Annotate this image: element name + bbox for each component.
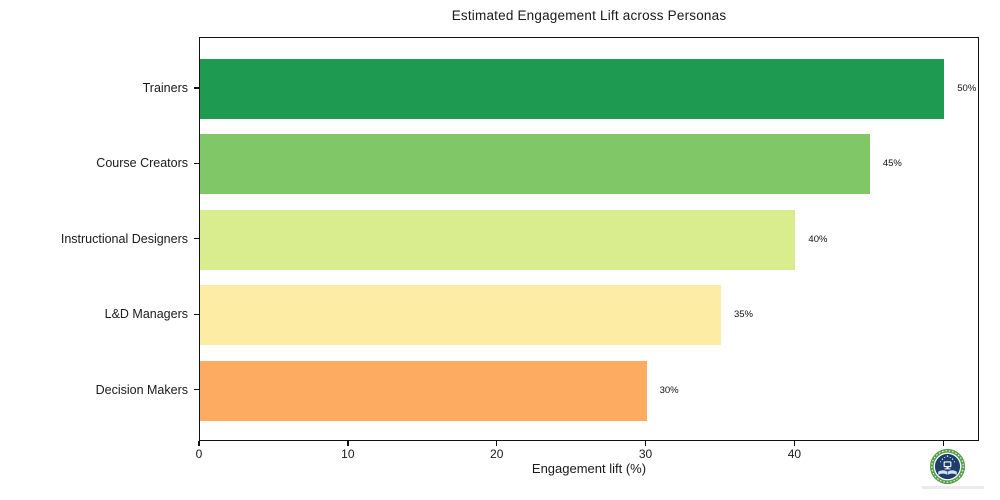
- x-axis-label: Engagement lift (%): [531, 461, 647, 476]
- category-label: Decision Makers: [95, 382, 188, 397]
- x-tick: [198, 441, 200, 446]
- x-tick: [644, 441, 647, 446]
- x-tick-label: 30: [638, 447, 653, 461]
- x-tick-label: 20: [490, 447, 504, 461]
- category-label: Trainers: [142, 81, 188, 95]
- bar-value-label: 45%: [882, 158, 902, 170]
- logo-caption-line: [922, 486, 984, 489]
- bar-value-label: 50%: [957, 83, 977, 94]
- bar: [200, 59, 945, 119]
- chart-title: Estimated Engagement Lift across Persona…: [451, 8, 727, 23]
- x-tick: [496, 441, 498, 446]
- category-label: Instructional Designers: [60, 231, 188, 246]
- bar-value-label: 40%: [808, 233, 828, 245]
- y-tick: [193, 238, 199, 240]
- education-academy-badge-icon: [929, 448, 966, 485]
- x-tick: [347, 441, 349, 446]
- bar-value-label: 35%: [733, 309, 753, 321]
- y-tick: [193, 87, 199, 89]
- x-tick-label: 10: [341, 447, 355, 461]
- bar: [200, 360, 647, 421]
- category-label: L&D Managers: [104, 307, 188, 322]
- x-tick: [793, 441, 796, 446]
- bar-value-label: 30%: [659, 384, 679, 396]
- y-tick: [193, 162, 199, 165]
- category-label: Course Creators: [96, 156, 188, 171]
- plot-area: 50% 45% 40% 35% 30%: [199, 37, 979, 441]
- x-tick: [942, 441, 944, 446]
- y-tick: [193, 388, 199, 391]
- x-tick-label: 0: [195, 447, 203, 461]
- bar: [200, 285, 721, 346]
- x-tick-label: 40: [787, 447, 802, 461]
- bar: [200, 209, 796, 270]
- y-tick: [193, 313, 199, 315]
- bar: [200, 134, 870, 195]
